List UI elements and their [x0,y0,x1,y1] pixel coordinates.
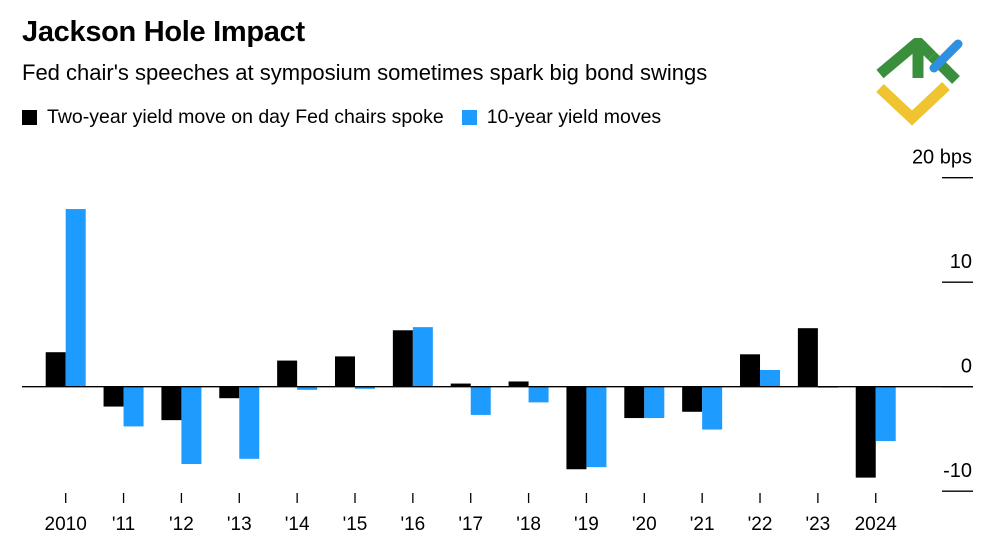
bar-ten-year [760,369,781,387]
bar-two-year [161,386,182,421]
bar-ten-year [644,386,665,419]
y-tick-label: -10 [943,460,972,482]
x-tick-label: '17 [458,514,483,535]
bar-ten-year [181,386,202,465]
x-tick-label: '23 [805,514,830,535]
x-tick-label: '22 [748,514,773,535]
legend-swatch-blue [461,110,477,125]
bar-ten-year [528,386,549,403]
bar-two-year [797,328,818,387]
bar-two-year [855,386,876,478]
bar-two-year [682,386,703,412]
bar-two-year [392,330,413,387]
y-tick-label: 10 [950,251,972,273]
bar-two-year [450,383,471,387]
bar-ten-year [875,386,896,442]
x-tick-label: '20 [632,514,657,535]
bar-two-year [624,386,645,419]
bar-two-year [277,360,298,387]
bar-ten-year [239,386,260,459]
x-tick-label: '18 [516,514,541,535]
bar-ten-year [702,386,723,430]
legend: Two-year yield move on day Fed chairs sp… [22,106,679,129]
x-tick-label: '15 [343,514,368,535]
x-tick-label: 2010 [45,514,87,535]
legend-label: 10-year yield moves [486,106,662,128]
bar-two-year [103,386,124,407]
bar-ten-year [586,386,607,468]
bar-two-year [740,354,761,387]
chart-subtitle: Fed chair's speeches at symposium someti… [22,60,708,85]
x-tick-label: '12 [169,514,194,535]
bar-ten-year [470,386,491,415]
x-tick-label: '13 [227,514,252,535]
bar-ten-year [297,386,318,390]
bar-ten-year [412,327,433,387]
x-tick-label: '19 [574,514,599,535]
legend-label: Two-year yield move on day Fed chairs sp… [47,106,444,128]
chart-title: Jackson Hole Impact [22,16,305,48]
x-tick-label: '21 [690,514,715,535]
brand-logo-icon [876,38,963,126]
x-tick-label: '14 [285,514,310,535]
bar-two-year [219,386,240,399]
legend-swatch-black [22,110,37,125]
bar-two-year [566,386,587,470]
bar-two-year [45,352,66,387]
x-tick-label: '16 [400,514,425,535]
y-tick-label: 0 [961,356,972,378]
y-tick-label: 20 bps [912,147,972,169]
bar-two-year [335,356,355,387]
legend-item-two-year: Two-year yield move on day Fed chairs sp… [22,106,444,129]
legend-item-ten-year: 10-year yield moves [461,106,662,129]
bar-ten-year [123,386,144,427]
x-tick-label: 2024 [855,514,898,535]
bar-two-year [508,381,529,387]
x-tick-label: '11 [112,514,135,535]
bar-ten-year [355,386,375,389]
bar-ten-year [65,209,86,387]
